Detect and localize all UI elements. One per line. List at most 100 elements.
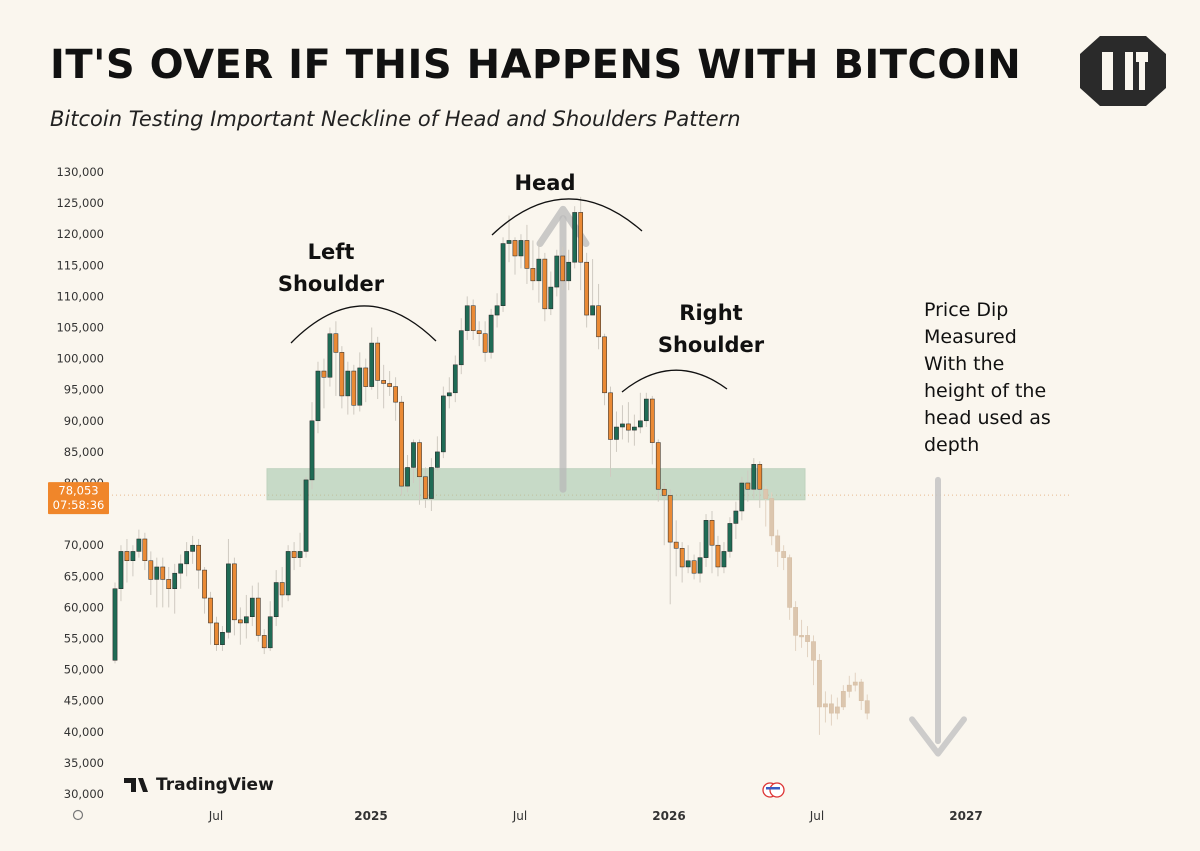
candle xyxy=(381,380,386,384)
candle xyxy=(548,286,554,310)
candle xyxy=(530,268,536,282)
candle xyxy=(333,333,339,353)
candle xyxy=(291,551,297,558)
y-tick-label: 125,000 xyxy=(56,196,104,210)
candle xyxy=(721,551,727,568)
candle xyxy=(148,560,154,580)
candle xyxy=(226,563,231,633)
candle xyxy=(655,442,661,490)
right-shoulder-label: Right Shoulder xyxy=(658,301,765,357)
x-tick-label: Jul xyxy=(809,809,824,823)
candle xyxy=(238,619,243,624)
projection-candle xyxy=(864,700,870,714)
event-flag-stripe xyxy=(766,787,780,790)
candle xyxy=(357,367,363,406)
projection-candle xyxy=(793,607,798,636)
x-tick-label: 2026 xyxy=(652,809,685,823)
candle xyxy=(494,305,500,316)
x-tick-label: Jul xyxy=(512,809,527,823)
candle xyxy=(638,420,643,428)
candle xyxy=(524,240,530,269)
candle xyxy=(751,464,757,490)
projection-candle xyxy=(763,488,769,499)
projection-candle xyxy=(817,659,822,708)
candle xyxy=(220,632,225,645)
y-tick-label: 45,000 xyxy=(64,694,104,708)
candle xyxy=(476,330,482,334)
neckline-zone xyxy=(266,468,806,501)
candle xyxy=(112,588,118,661)
candle xyxy=(118,551,124,589)
projection-candle xyxy=(834,706,840,714)
candle xyxy=(214,622,219,645)
projection-candle xyxy=(858,681,864,701)
projection-arrowhead xyxy=(909,716,967,757)
candle xyxy=(243,616,249,624)
candle xyxy=(482,333,488,353)
y-tick-label: 130,000 xyxy=(56,165,104,179)
head-arc xyxy=(491,198,643,236)
candle xyxy=(345,370,351,397)
y-tick-label: 35,000 xyxy=(64,756,104,770)
projection-candle xyxy=(799,635,804,638)
projection-candle xyxy=(787,557,793,608)
candle xyxy=(417,442,422,478)
head-label: Head xyxy=(514,171,575,195)
projection-candle xyxy=(840,691,846,708)
candle xyxy=(339,352,345,397)
candle xyxy=(363,367,369,387)
candle xyxy=(399,401,404,487)
candle xyxy=(572,212,578,263)
candle xyxy=(673,541,679,549)
candle xyxy=(142,538,148,562)
price-badge xyxy=(48,482,109,515)
y-tick-label: 90,000 xyxy=(64,414,104,428)
page-title: IT'S OVER IF THIS HAPPENS WITH BITCOIN xyxy=(50,42,1022,88)
y-tick-label: 55,000 xyxy=(64,632,104,646)
candle xyxy=(697,557,703,574)
candle xyxy=(166,579,172,589)
candle xyxy=(196,544,201,571)
left-shoulder-label: Left Shoulder xyxy=(278,240,385,296)
candle xyxy=(643,398,649,422)
y-tick-label: 110,000 xyxy=(56,289,104,303)
y-tick-label: 60,000 xyxy=(64,600,104,614)
candle xyxy=(584,261,589,316)
candle xyxy=(542,258,548,310)
candle xyxy=(190,544,195,552)
candle xyxy=(458,330,464,366)
projection-note: Price Dip Measured With the height of the he… xyxy=(924,299,1051,456)
candle xyxy=(315,370,321,422)
price-badge-countdown: 07:58:36 xyxy=(53,498,105,512)
y-tick-label: 40,000 xyxy=(64,725,104,739)
x-tick-label: 2027 xyxy=(949,809,982,823)
candle xyxy=(261,635,267,649)
candle xyxy=(124,551,130,562)
candle xyxy=(745,482,751,490)
candle xyxy=(733,510,739,524)
candle xyxy=(554,255,560,288)
y-tick-label: 65,000 xyxy=(64,569,104,583)
candle xyxy=(369,342,375,387)
candle xyxy=(739,482,745,512)
y-tick-label: 100,000 xyxy=(56,352,104,366)
candle xyxy=(327,333,333,378)
candle xyxy=(488,314,494,353)
candle xyxy=(387,383,392,387)
candle xyxy=(620,423,625,428)
candle xyxy=(470,305,476,331)
candle xyxy=(667,495,673,543)
candle xyxy=(608,392,613,440)
projection-candle xyxy=(811,641,816,661)
candle xyxy=(709,520,715,546)
candle xyxy=(297,551,303,558)
candle xyxy=(285,551,291,596)
candle xyxy=(452,364,458,394)
candle xyxy=(446,392,452,397)
candle xyxy=(267,616,273,649)
candle xyxy=(255,597,261,636)
candle xyxy=(518,240,524,257)
projection-candle xyxy=(769,498,775,537)
candle xyxy=(273,582,279,617)
candle xyxy=(303,479,309,552)
